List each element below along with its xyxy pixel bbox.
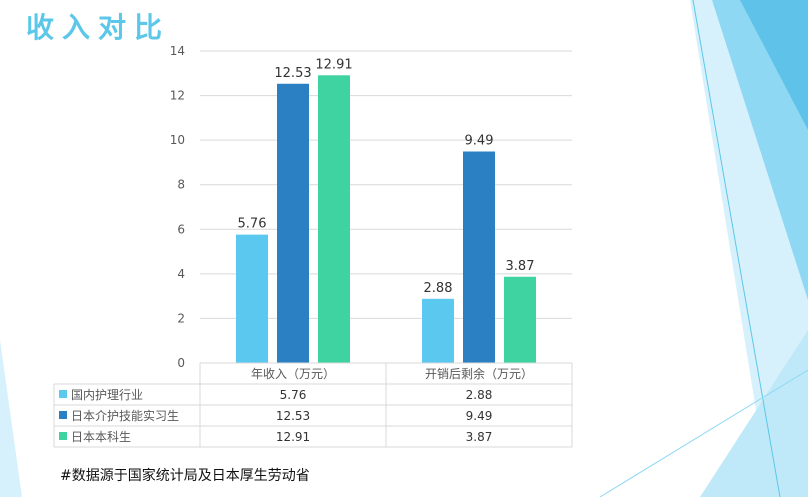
bar [277,83,309,363]
legend-swatch [59,411,67,419]
legend-label: 日本本科生 [71,430,131,444]
y-tick-label: 2 [177,311,185,325]
bar [236,234,268,363]
y-tick-label: 4 [177,267,185,281]
y-tick-label: 0 [177,356,185,370]
table-value: 12.53 [276,409,310,423]
legend-swatch [59,390,67,398]
deco-triangle-left [0,340,22,497]
data-label: 9.49 [465,134,494,149]
deco-panel-dark [740,0,808,130]
data-label: 2.88 [424,281,453,296]
data-label: 3.87 [506,259,535,274]
deco-line-1 [692,0,781,497]
x-category-label: 年收入（万元） [251,367,335,381]
data-label: 12.53 [274,66,311,81]
table-value: 3.87 [466,430,493,444]
bar [422,298,454,363]
y-tick-label: 10 [170,133,185,147]
legend-swatch [59,432,67,440]
bar [463,151,495,363]
y-tick-label: 14 [170,44,185,58]
data-label: 12.91 [315,57,352,72]
y-tick-label: 6 [177,222,185,236]
table-value: 2.88 [466,388,493,402]
x-category-label: 开销后剩余（万元） [425,366,533,381]
table-value: 12.91 [276,430,310,444]
bar [504,276,536,363]
table-value: 9.49 [466,409,493,423]
legend-label: 日本介护技能实习生 [71,408,179,423]
data-label: 5.76 [238,217,267,232]
deco-triangle-bottom [700,330,808,497]
data-source-footnote: #数据源于国家统计局及日本厚生劳动省 [60,468,310,484]
bar [318,75,350,363]
legend-label: 国内护理行业 [71,388,143,402]
y-tick-label: 12 [170,89,185,103]
table-value: 5.76 [280,388,307,402]
y-tick-label: 8 [177,178,185,192]
deco-line-2 [599,369,808,497]
slide-title: 收入对比 [26,11,171,44]
